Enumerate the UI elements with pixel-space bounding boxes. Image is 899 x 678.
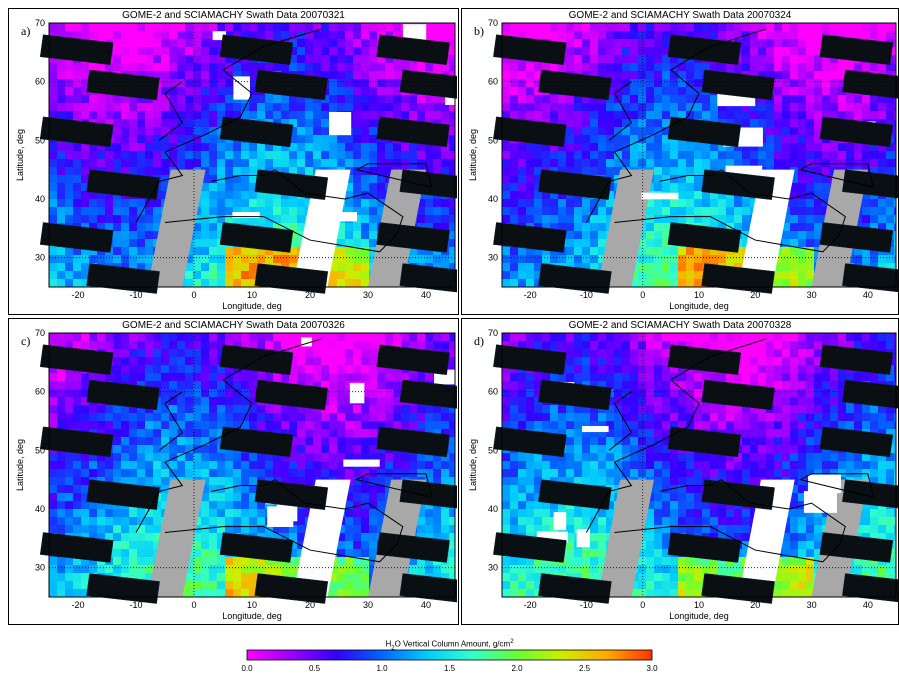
y-tick-label: 60 [35, 387, 45, 397]
map-plot: -20 -10 0 10 20 30 40 30 40 50 60 70 Longitude, deg L… [468, 18, 898, 311]
y-tick-label: 70 [35, 328, 45, 338]
y-tick-label: 30 [35, 253, 45, 263]
y-axis-label: Latitude, deg [468, 439, 478, 491]
colorbar-tick-label: 0.5 [309, 664, 321, 673]
map-plot: -20 -10 0 10 20 30 40 30 40 50 60 70 Longitude, deg L… [468, 328, 898, 621]
x-tick-label: -10 [129, 600, 142, 610]
coastline [585, 338, 875, 563]
plot-frame [501, 332, 897, 598]
x-tick-label: -10 [580, 600, 593, 610]
plot-frame [48, 332, 456, 598]
colorbar-gradient [246, 649, 653, 661]
panel-title: GOME-2 and SCIAMACHY Swath Data 20070321 [122, 10, 345, 21]
sciamachy-swaths [493, 34, 898, 294]
y-tick-label: 40 [488, 194, 498, 204]
colorbar-title: H2O Vertical Column Amount, g/cm2 [385, 639, 514, 652]
x-tick-label: 20 [750, 290, 760, 300]
y-tick-label: 60 [488, 77, 498, 87]
x-tick-label: 40 [863, 290, 873, 300]
x-tick-label: 0 [191, 600, 196, 610]
y-tick-label: 50 [35, 445, 45, 455]
x-tick-label: 20 [750, 600, 760, 610]
x-tick-label: 20 [305, 290, 315, 300]
coastline [585, 28, 875, 253]
map-panel-b: GOME-2 and SCIAMACHY Swath Data 20070324… [461, 8, 899, 315]
x-tick-label: 10 [247, 600, 257, 610]
x-tick-label: 0 [640, 600, 645, 610]
y-tick-label: 40 [35, 194, 45, 204]
x-tick-label: 10 [247, 290, 257, 300]
colorbar-tick-label: 0.0 [241, 664, 253, 673]
x-tick-label: -20 [71, 290, 84, 300]
x-tick-label: 40 [863, 600, 873, 610]
colorbar-tick-label: 2.5 [579, 664, 591, 673]
plot-frame [48, 22, 456, 288]
sciamachy-swaths [39, 34, 457, 294]
colorbar-tick-label: 1.0 [376, 664, 388, 673]
map-panel-d: GOME-2 and SCIAMACHY Swath Data 20070328… [461, 318, 899, 625]
panel-title: GOME-2 and SCIAMACHY Swath Data 20070326 [122, 320, 345, 331]
map-panel-a: GOME-2 and SCIAMACHY Swath Data 20070321… [8, 8, 459, 315]
y-tick-label: 70 [488, 328, 498, 338]
x-axis-label: Longitude, deg [669, 611, 729, 621]
y-axis-label: Latitude, deg [15, 129, 25, 181]
colorbar-tick-label: 1.5 [444, 664, 456, 673]
sciamachy-swaths [493, 344, 898, 604]
panel-letter: b) [474, 24, 484, 38]
x-tick-label: 20 [305, 600, 315, 610]
y-tick-label: 70 [35, 18, 45, 28]
x-axis-label: Longitude, deg [222, 301, 282, 311]
y-tick-label: 60 [488, 387, 498, 397]
panel-letter: a) [21, 24, 30, 38]
x-tick-label: 30 [807, 600, 817, 610]
y-tick-label: 40 [35, 504, 45, 514]
x-tick-label: 0 [640, 290, 645, 300]
x-tick-label: 30 [363, 290, 373, 300]
colorbar: 0.0 0.5 1.0 1.5 2.0 2.5 3.0 [241, 649, 658, 673]
x-tick-label: 10 [694, 290, 704, 300]
colorbar-tick-label: 2.0 [511, 664, 523, 673]
x-tick-label: -10 [129, 290, 142, 300]
map-panel-c: GOME-2 and SCIAMACHY Swath Data 20070326… [8, 318, 459, 625]
x-tick-label: -10 [580, 290, 593, 300]
y-tick-label: 30 [35, 563, 45, 573]
y-tick-label: 50 [488, 445, 498, 455]
y-axis-label: Latitude, deg [468, 129, 478, 181]
x-tick-label: -20 [71, 600, 84, 610]
y-tick-label: 30 [488, 563, 498, 573]
x-tick-label: 30 [363, 600, 373, 610]
panel-title: GOME-2 and SCIAMACHY Swath Data 20070328 [568, 320, 792, 331]
coastline [135, 338, 433, 563]
panel-letter: c) [21, 334, 30, 348]
map-plot: -20 -10 0 10 20 30 40 30 40 50 60 70 Longitude, deg L… [15, 328, 457, 621]
y-tick-label: 70 [488, 18, 498, 28]
y-tick-label: 30 [488, 253, 498, 263]
x-tick-label: 40 [421, 600, 431, 610]
coastline [135, 28, 433, 253]
panel-letter: d) [474, 334, 484, 348]
colorbar-tick-label: 3.0 [646, 664, 658, 673]
x-tick-label: 40 [421, 290, 431, 300]
x-axis-label: Longitude, deg [222, 611, 282, 621]
x-tick-label: -20 [524, 290, 537, 300]
x-tick-label: 0 [191, 290, 196, 300]
x-tick-label: 30 [807, 290, 817, 300]
y-tick-label: 60 [35, 77, 45, 87]
panel-title: GOME-2 and SCIAMACHY Swath Data 20070324 [568, 10, 792, 21]
plot-frame [501, 22, 897, 288]
y-tick-label: 50 [488, 135, 498, 145]
y-axis-label: Latitude, deg [15, 439, 25, 491]
y-tick-label: 50 [35, 135, 45, 145]
x-tick-label: -20 [524, 600, 537, 610]
x-axis-label: Longitude, deg [669, 301, 729, 311]
y-tick-label: 40 [488, 504, 498, 514]
sciamachy-swaths [39, 344, 457, 604]
map-plot: -20 -10 0 10 20 30 40 30 40 50 60 70 Longitude, deg L… [15, 18, 457, 311]
x-tick-label: 10 [694, 600, 704, 610]
